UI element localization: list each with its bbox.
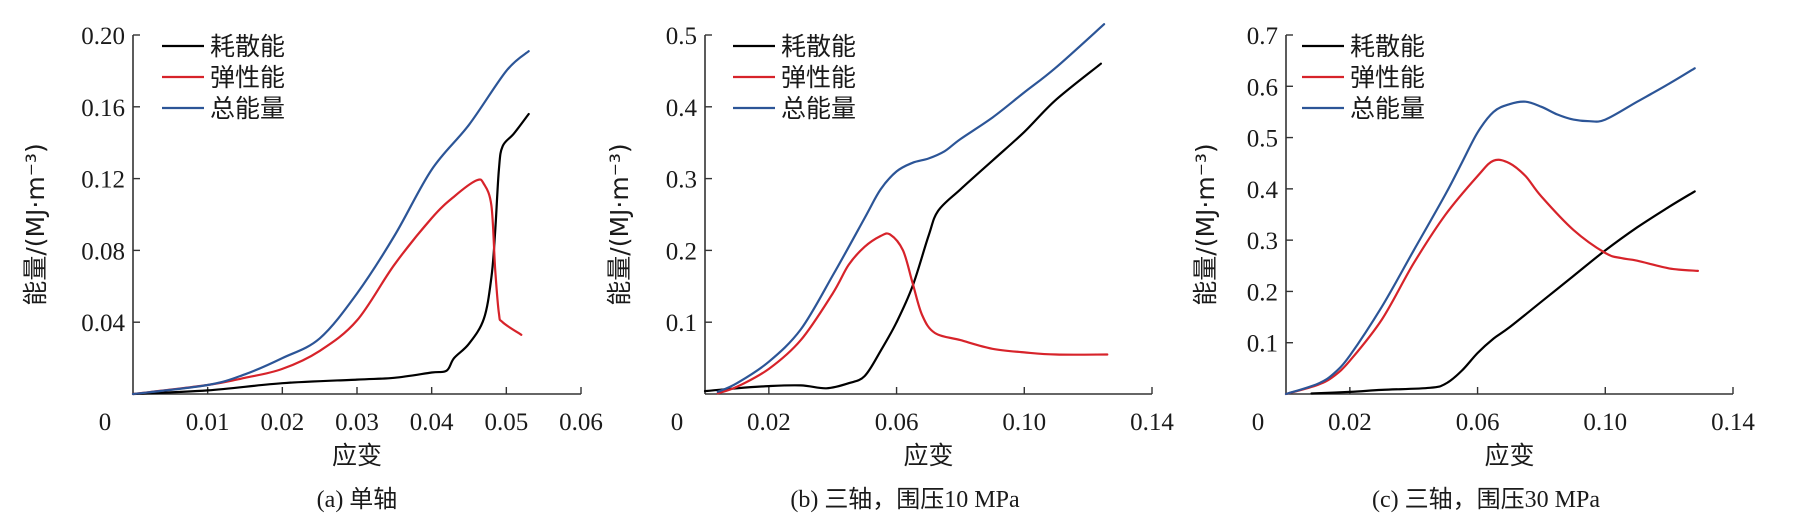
legend-label: 总能量: [781, 94, 856, 123]
panel-caption: (b) 三轴，围压10 MPa: [790, 486, 1020, 513]
elastic-energy-line: [131, 178, 523, 396]
legend-label: 弹性能: [1350, 63, 1425, 92]
x-tick-label: 0.02: [260, 409, 304, 436]
legend-label: 总能量: [210, 94, 285, 123]
elastic-energy-line: [1284, 158, 1699, 396]
x-tick-label: 0.14: [1130, 409, 1174, 436]
y-tick-label: 0.1: [1247, 331, 1278, 358]
dissipated-energy-line: [131, 112, 530, 396]
x-tick-label: 0.05: [484, 409, 528, 436]
x-tick-label: 0.02: [747, 409, 791, 436]
y-tick-label: 0.5: [1247, 126, 1278, 153]
legend-label: 弹性能: [781, 63, 856, 92]
y-tick-label: 0.2: [1247, 279, 1278, 306]
legend-label: 耗散能: [1350, 32, 1425, 61]
y-tick-label: 0.1: [666, 310, 697, 337]
x-tick-label: 0: [671, 409, 684, 436]
y-tick-label: 0.2: [666, 238, 697, 265]
x-tick-label: 0.01: [186, 409, 230, 436]
panel-caption: (c) 三轴，围压30 MPa: [1372, 486, 1600, 513]
dissipated-energy-line: [1310, 190, 1696, 395]
x-tick-label: 0.04: [410, 409, 454, 436]
y-tick-label: 0.3: [1247, 228, 1278, 255]
x-tick-label: 0: [1252, 409, 1265, 436]
panel-caption: (a) 单轴: [317, 486, 398, 513]
legend-label: 耗散能: [781, 32, 856, 61]
elastic-energy-line: [716, 232, 1109, 395]
y-tick-label: 0.3: [666, 167, 697, 194]
chart-panel-c: 0.1 0.2 0.3 0.4 0.5 0.6 0.7 0 0.02 0.06 0.10 0.14 应变…: [1191, 23, 1755, 513]
x-tick-label: 0.06: [1456, 409, 1500, 436]
legend-label: 总能量: [1350, 94, 1425, 123]
y-axis-title: 能量/(MJ·m⁻³): [1191, 143, 1220, 305]
x-axis-title: 应变: [903, 441, 953, 470]
y-tick-label: 0.20: [81, 23, 125, 50]
legend-label: 耗散能: [210, 32, 285, 61]
total-energy-line: [716, 23, 1106, 393]
legend-label: 弹性能: [210, 63, 285, 92]
x-tick-label: 0.10: [1002, 409, 1046, 436]
x-axis-title: 应变: [332, 441, 382, 470]
total-energy-line: [131, 50, 530, 396]
y-tick-label: 0.08: [81, 238, 125, 265]
y-tick-label: 0.12: [81, 167, 125, 194]
y-tick-label: 0.4: [666, 95, 698, 122]
y-axis-title: 能量/(MJ·m⁻³): [605, 143, 634, 305]
y-tick-label: 0.04: [81, 310, 125, 337]
y-tick-label: 0.7: [1247, 23, 1278, 50]
chart-panel-a: 0.04 0.08 0.12 0.16 0.20 0 0.01 0.02 0.03 0.04 0.0…: [21, 23, 603, 513]
x-tick-label: 0.10: [1583, 409, 1627, 436]
y-tick-label: 0.6: [1247, 74, 1278, 101]
x-tick-label: 0.02: [1328, 409, 1372, 436]
y-tick-label: 0.4: [1247, 177, 1279, 204]
y-tick-label: 0.5: [666, 23, 697, 50]
x-tick-label: 0.03: [335, 409, 379, 436]
y-tick-label: 0.16: [81, 95, 125, 122]
x-tick-label: 0.06: [875, 409, 919, 436]
chart-panel-b: 0.1 0.2 0.3 0.4 0.5 0 0.02 0.06 0.10 0.14 应变 能量/(MJ…: [605, 23, 1174, 513]
x-tick-label: 0.14: [1711, 409, 1755, 436]
x-tick-label: 0: [99, 409, 112, 436]
dissipated-energy-line: [703, 62, 1102, 393]
x-axis-title: 应变: [1484, 441, 1534, 470]
y-axis-title: 能量/(MJ·m⁻³): [21, 143, 50, 305]
total-energy-line: [1284, 67, 1696, 396]
x-tick-label: 0.06: [559, 409, 603, 436]
